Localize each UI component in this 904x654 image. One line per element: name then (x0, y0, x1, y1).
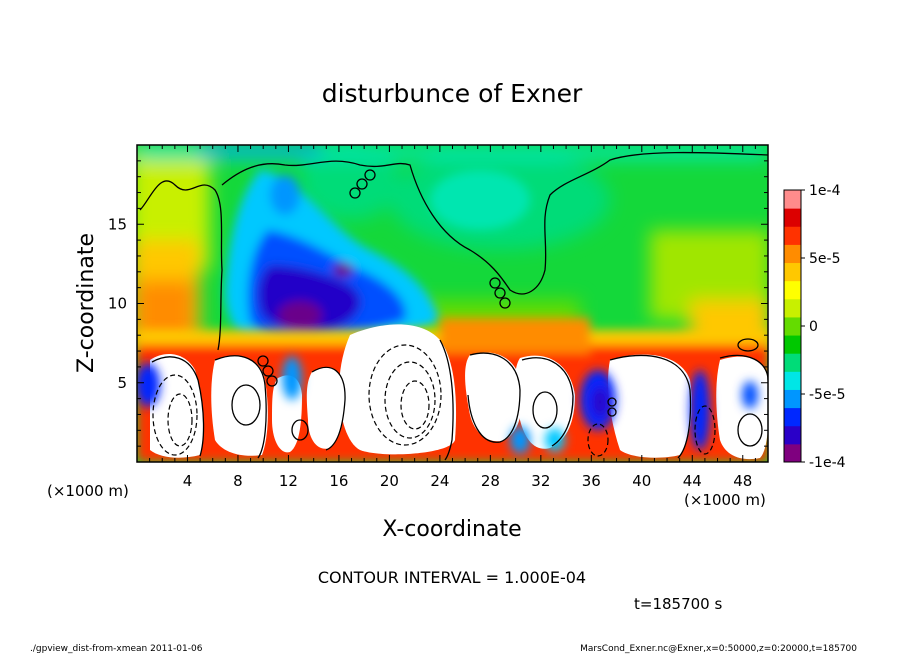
chart-title: disturbunce of Exner (322, 79, 583, 108)
colorbar-segment (784, 244, 801, 264)
x-tick-label: 4 (183, 472, 193, 490)
x-tick-label: 36 (582, 472, 601, 490)
time-label: t=185700 s (634, 595, 722, 613)
y-tick-label: 5 (117, 374, 127, 392)
contour-lines (139, 151, 768, 461)
colorbar (783, 189, 802, 463)
x-tick-label: 12 (279, 472, 298, 490)
colorbar-segment (784, 280, 801, 300)
colorbar-segment (784, 371, 801, 390)
y-tick-label: 15 (108, 215, 127, 233)
footer-right: MarsCond_Exner.nc@Exner,x=0:50000,z=0:20… (580, 644, 857, 654)
colorbar-segment (784, 389, 801, 409)
contour-interval-label: CONTOUR INTERVAL = 1.000E-04 (318, 568, 586, 587)
x-tick-label: 32 (531, 472, 550, 490)
colorbar-segment (784, 407, 801, 427)
x-tick-label: 44 (683, 472, 702, 490)
plot-area (137, 145, 768, 462)
x-axis-label: X-coordinate (382, 517, 521, 542)
colorbar-segment (784, 425, 801, 445)
y-axis: 5 10 15 (108, 160, 768, 447)
x-tick-label: 28 (481, 472, 500, 490)
colorbar-segment (784, 353, 801, 372)
x-unit-left: (×1000 m) (47, 482, 129, 500)
x-tick-label: 16 (329, 472, 348, 490)
x-axis: 4 8 12 16 20 24 28 32 36 40 44 48 (149, 145, 756, 490)
x-tick-label: 24 (430, 472, 449, 490)
colorbar-segment (784, 316, 801, 336)
colorbar-segment (784, 226, 801, 245)
colorbar-tick-label: -1e-4 (809, 455, 846, 471)
footer-left: ./gpview_dist-from-xmean 2011-01-06 (30, 644, 203, 654)
y-tick-label: 10 (108, 295, 127, 313)
colorbar-segment (784, 443, 801, 463)
colorbar-tick-label: 0 (809, 319, 818, 335)
colorbar-tick-label: 5e-5 (809, 251, 840, 267)
colorbar-segment (784, 262, 801, 282)
heat-field-upper (137, 145, 768, 360)
colorbar-segment (784, 190, 801, 209)
x-tick-label: 40 (632, 472, 651, 490)
y-axis-label: Z-coordinate (74, 233, 99, 373)
colorbar-tick-label: -5e-5 (809, 387, 846, 403)
x-tick-label: 20 (380, 472, 399, 490)
colorbar-segment (784, 298, 801, 318)
x-unit-right: (×1000 m) (684, 491, 766, 509)
colorbar-segment (784, 335, 801, 354)
heat-field-white-cores (150, 324, 768, 459)
x-tick-label: 8 (233, 472, 243, 490)
x-tick-label: 48 (733, 472, 752, 490)
colorbar-ticks: 1e-4 5e-5 0 -5e-5 -1e-4 (801, 183, 846, 471)
colorbar-segment (784, 208, 801, 227)
colorbar-tick-label: 1e-4 (809, 183, 841, 199)
contour-lines-negative (152, 344, 716, 457)
heat-field-blue-pool (225, 170, 530, 356)
